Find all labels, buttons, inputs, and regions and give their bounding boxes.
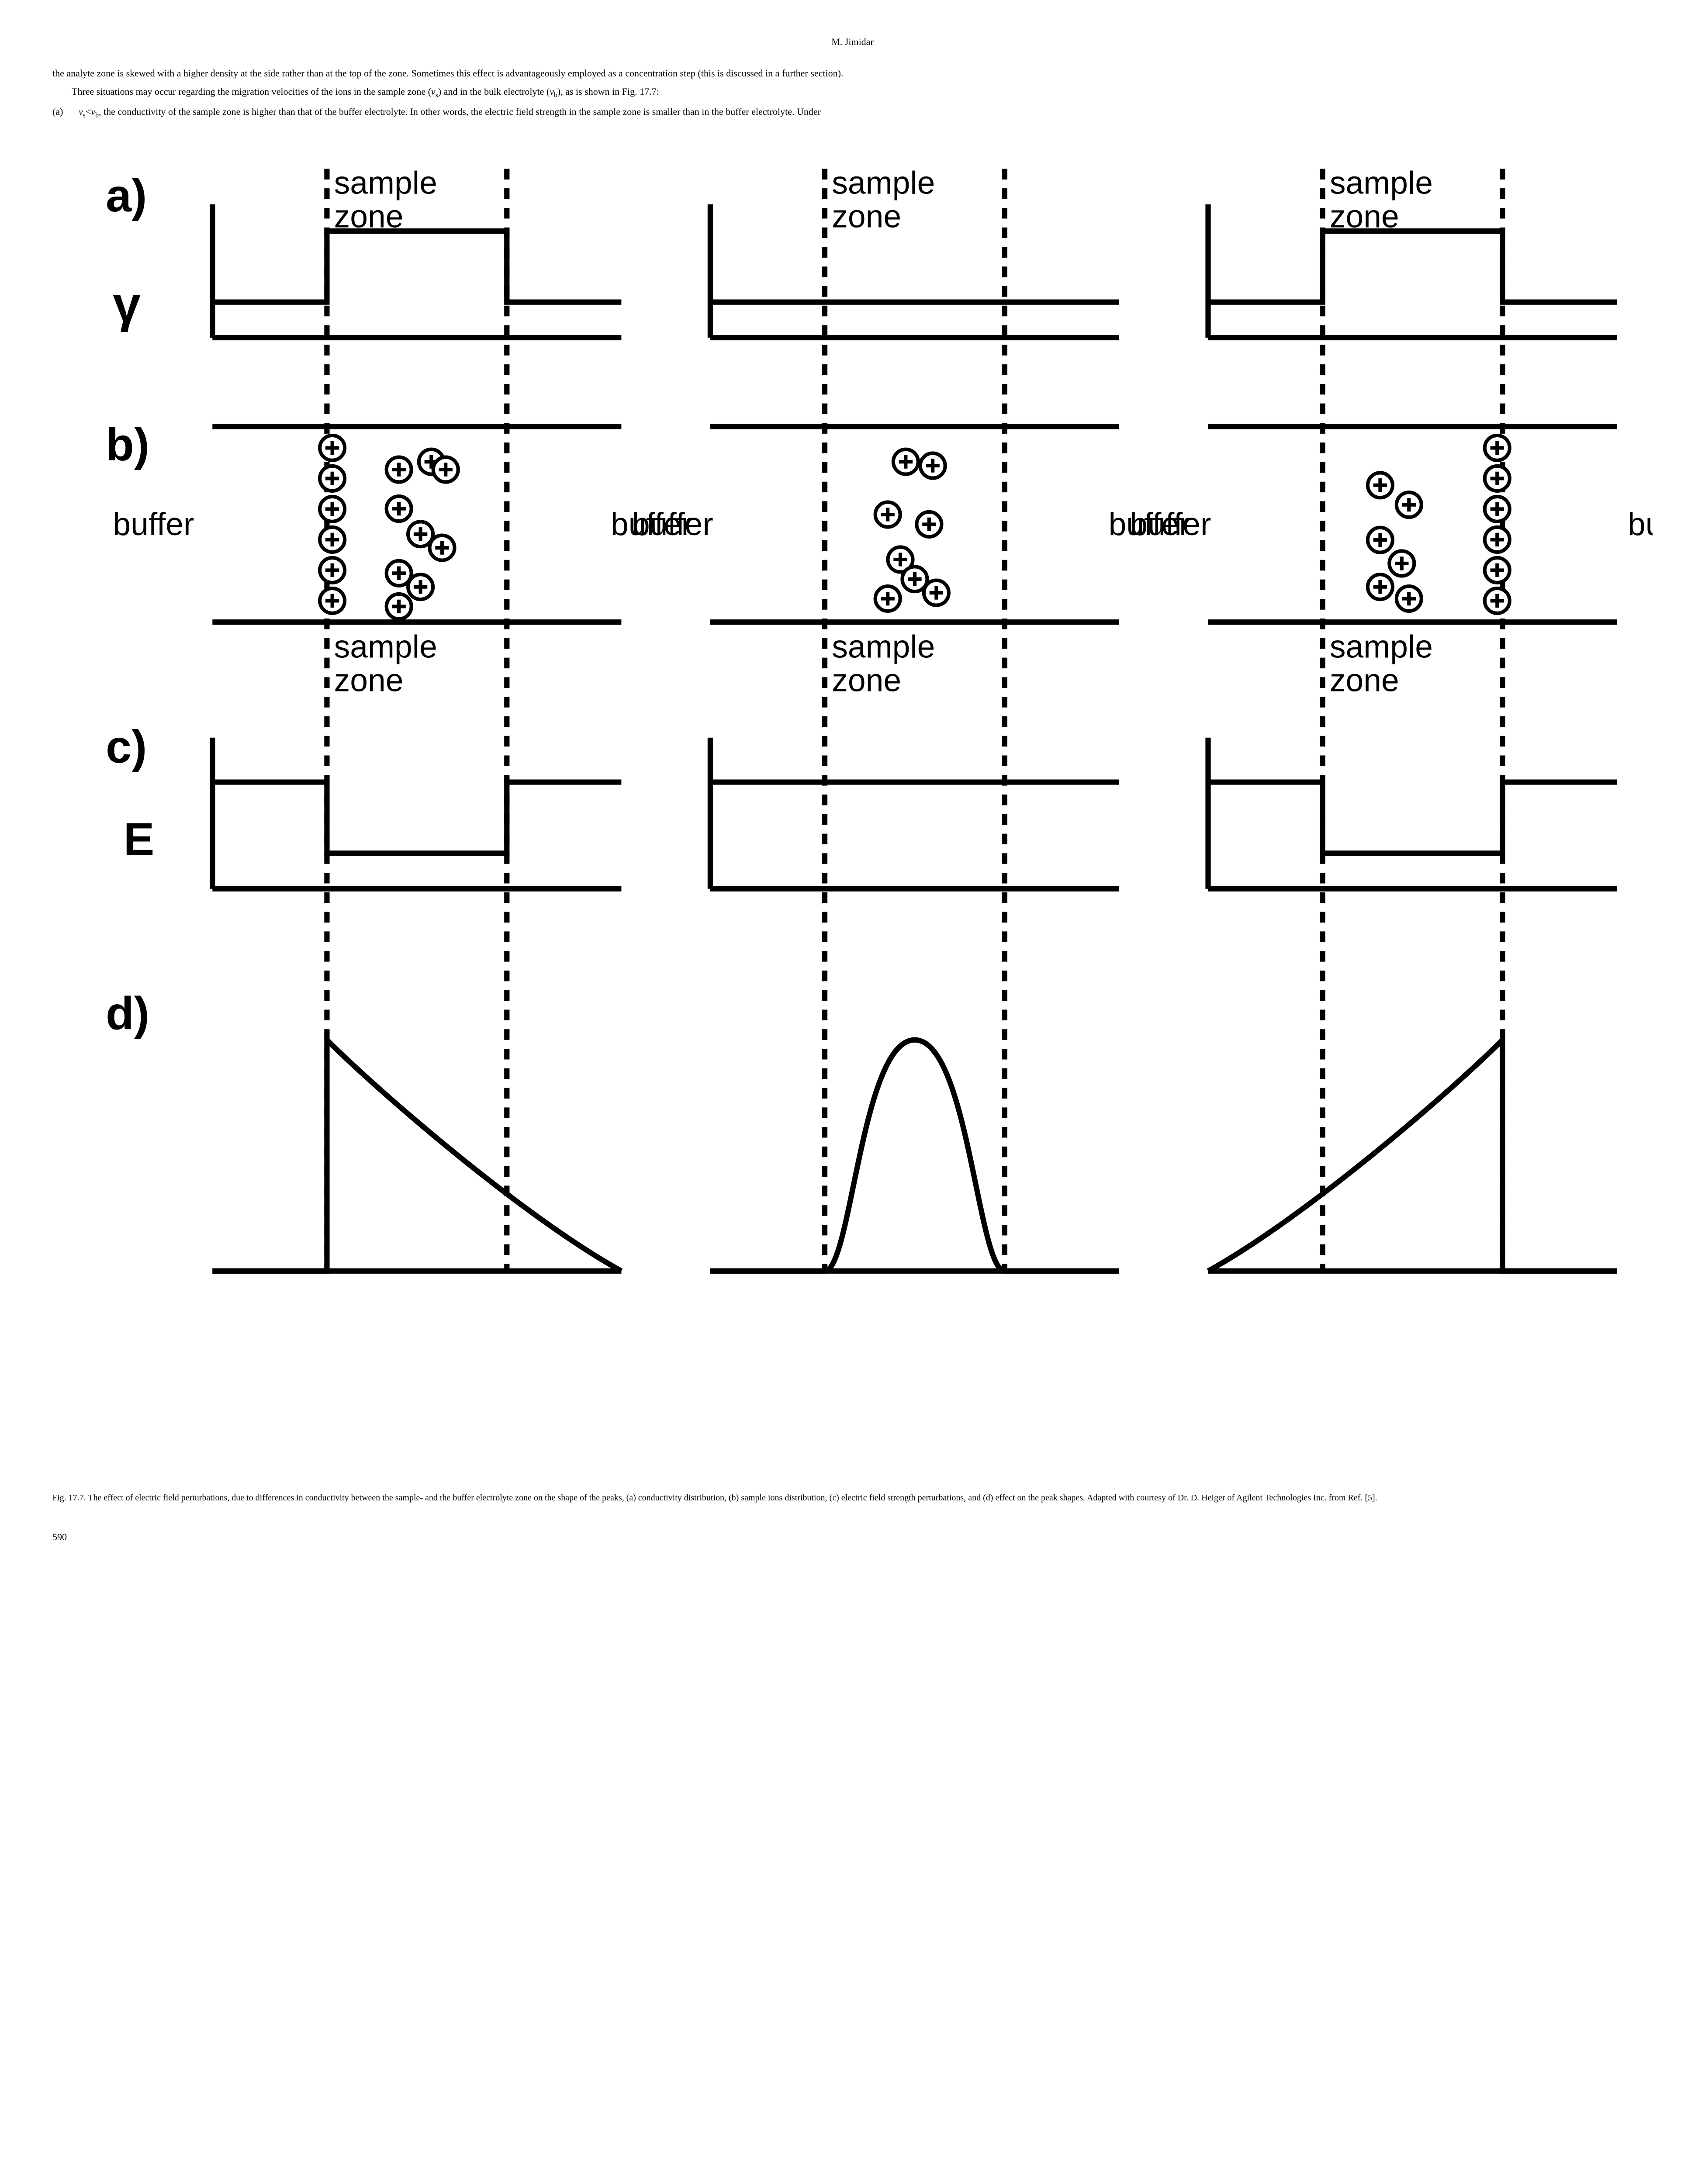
figure-17-7: a) b) c) d) γ Esamplezone buffer buffer samplezo…: [52, 133, 1653, 1504]
caption-text: Fig. 17.7. The effect of electric field …: [52, 1493, 1377, 1503]
svg-text:samplezone: samplezone: [832, 165, 935, 234]
page-number: 590: [52, 1530, 1653, 1544]
svg-text:d): d): [106, 988, 149, 1039]
paragraph-1: the analyte zone is skewed with a higher…: [52, 66, 1653, 80]
svg-text:samplezone: samplezone: [832, 629, 935, 698]
la-vb-sub: b: [95, 112, 99, 119]
list-item-a: (a) vs<vb, the conductivity of the sampl…: [52, 105, 1653, 121]
p2-pre: Three situations may occur regarding the…: [72, 86, 431, 97]
la-text: , the conductivity of the sample zone is…: [99, 106, 821, 117]
svg-text:buffer: buffer: [1628, 506, 1653, 542]
la-op: <: [86, 106, 91, 117]
svg-text:c): c): [106, 721, 147, 772]
p2-vb: v: [550, 86, 554, 97]
svg-text:b): b): [106, 418, 149, 470]
la-vb: v: [91, 106, 95, 117]
figure-caption: Fig. 17.7. The effect of electric field …: [52, 1492, 1653, 1504]
svg-text:samplezone: samplezone: [334, 165, 437, 234]
svg-text:samplezone: samplezone: [334, 629, 437, 698]
svg-text:E: E: [124, 813, 155, 865]
list-marker-a: (a): [52, 105, 79, 121]
list-content-a: vs<vb, the conductivity of the sample zo…: [79, 105, 1653, 121]
p2-mid: ) and in the bulk electrolyte (: [438, 86, 550, 97]
page-header: M. Jimidar: [52, 35, 1653, 49]
p2-vb-sub: b: [554, 91, 557, 99]
p2-vs: v: [431, 86, 436, 97]
p2-post: ), as is shown in Fig. 17.7:: [557, 86, 659, 97]
svg-text:γ: γ: [113, 277, 140, 332]
figure-svg: a) b) c) d) γ Esamplezone buffer buffer samplezo…: [52, 133, 1653, 1484]
svg-text:buffer: buffer: [1109, 506, 1190, 542]
svg-text:a): a): [106, 170, 147, 221]
svg-text:samplezone: samplezone: [1330, 165, 1433, 234]
la-vs: v: [79, 106, 83, 117]
body-text: the analyte zone is skewed with a higher…: [52, 66, 1653, 121]
svg-text:buffer: buffer: [611, 506, 692, 542]
svg-text:buffer: buffer: [113, 506, 194, 542]
svg-text:samplezone: samplezone: [1330, 629, 1433, 698]
paragraph-2: Three situations may occur regarding the…: [52, 85, 1653, 100]
author-name: M. Jimidar: [831, 36, 874, 47]
